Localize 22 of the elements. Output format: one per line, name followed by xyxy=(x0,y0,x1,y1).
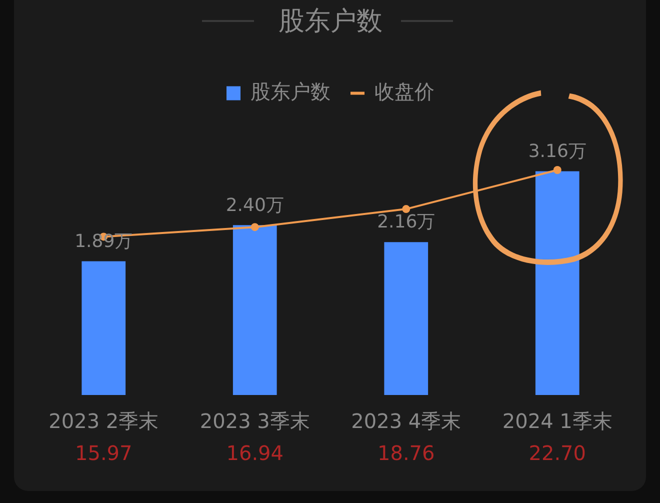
bar xyxy=(232,225,277,395)
data-label: 2.40万 xyxy=(226,194,284,216)
bar xyxy=(384,242,428,395)
point xyxy=(402,205,410,214)
x-tick-label: 2023 4季末 xyxy=(351,409,462,434)
chart-title: 股东户数 xyxy=(278,6,382,36)
x-tick-label: 2024 1季末 xyxy=(502,409,612,434)
data-label: 16.94 xyxy=(226,441,284,466)
x-tick-label: 2023 3季末 xyxy=(200,409,310,434)
data-label: 15.97 xyxy=(74,441,132,466)
data-label: 22.70 xyxy=(528,441,586,466)
point xyxy=(553,166,562,174)
x-tick-label: 2023 2季末 xyxy=(48,409,159,434)
data-label: 18.76 xyxy=(377,441,435,466)
legend-label: 收盘价 xyxy=(374,79,434,104)
data-label: 3.16万 xyxy=(528,140,586,162)
bar xyxy=(82,261,126,395)
bar xyxy=(535,171,580,395)
legend-label: 股东户数 xyxy=(250,79,330,104)
data-label: 2.16万 xyxy=(377,212,436,233)
point xyxy=(250,223,259,232)
data-label: 1.89万 xyxy=(74,230,133,252)
